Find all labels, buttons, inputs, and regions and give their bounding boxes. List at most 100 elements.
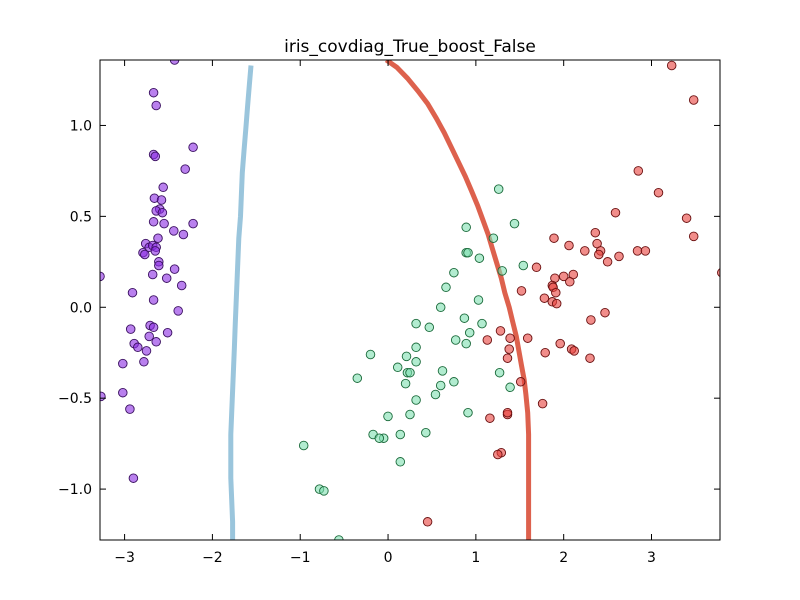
data-point-class-3: [681, 213, 692, 223]
data-point-class-3: [580, 246, 590, 256]
data-point-class-2: [401, 351, 412, 362]
data-point-class-3: [422, 517, 433, 527]
data-point-class-1: [169, 264, 180, 274]
data-point-class-3: [614, 251, 624, 262]
data-point-class-2: [365, 349, 376, 360]
data-point-class-2: [463, 247, 473, 258]
data-point-class-2: [441, 282, 451, 293]
data-point-class-1: [159, 218, 169, 229]
data-point-class-1: [125, 324, 136, 334]
data-point-class-2: [437, 366, 448, 376]
data-point-class-3: [555, 338, 565, 349]
data-point-class-3: [558, 271, 569, 282]
data-point-class-2: [383, 411, 393, 422]
data-point-class-3: [640, 246, 651, 256]
data-point-class-1: [153, 233, 163, 243]
data-point-class-1: [151, 100, 161, 111]
chart-title: iris_covdiag_True_boost_False: [284, 37, 536, 57]
data-point-class-3: [569, 346, 579, 356]
data-point-class-1: [100, 271, 105, 282]
data-point-class-1: [150, 246, 161, 256]
x-tick-label: −1: [290, 550, 311, 566]
x-tick-label: −2: [202, 550, 223, 566]
data-point-class-3: [688, 95, 699, 105]
data-point-class-3: [600, 307, 610, 318]
data-point-class-2: [374, 433, 385, 443]
data-point-class-3: [666, 60, 677, 71]
data-point-class-2: [411, 395, 421, 405]
data-point-class-2: [298, 440, 309, 451]
axis-ticks: −3 −2 −1 0 1 2 3 −1.0 −0.5 0.0 0.5 1.0: [58, 60, 720, 566]
data-point-class-2: [493, 184, 504, 194]
data-point-class-2: [319, 486, 329, 496]
data-point-class-3: [610, 207, 621, 218]
data-point-class-1: [148, 322, 159, 333]
data-point-class-1: [178, 229, 189, 240]
y-tick-label: 0.5: [70, 209, 92, 225]
data-point-class-3: [586, 315, 596, 325]
data-point-class-1: [161, 273, 172, 283]
data-point-class-3: [504, 344, 514, 354]
data-point-class-2: [405, 409, 415, 420]
data-point-class-1: [151, 337, 161, 347]
data-point-class-2: [461, 338, 471, 349]
y-tick-label: 0.0: [70, 300, 92, 316]
data-point-class-2: [400, 378, 411, 389]
data-point-class-3: [493, 449, 503, 460]
data-point-class-1: [147, 269, 158, 280]
data-point-class-1: [140, 249, 150, 260]
plot-area: [100, 60, 720, 540]
data-point-class-1: [154, 260, 164, 271]
data-point-class-2: [461, 222, 471, 233]
data-point-class-2: [477, 318, 487, 329]
data-point-class-1: [148, 295, 159, 305]
data-point-class-2: [449, 267, 459, 278]
data-point-class-2: [450, 335, 461, 345]
data-point-class-1: [156, 195, 167, 205]
data-point-class-3: [539, 293, 550, 303]
data-point-class-1: [173, 306, 183, 316]
data-point-class-3: [522, 333, 533, 343]
data-point-class-2: [395, 457, 406, 467]
data-point-class-1: [133, 342, 143, 353]
data-point-class-1: [127, 287, 138, 298]
data-point-class-3: [531, 262, 542, 273]
data-point-class-3: [564, 240, 574, 251]
data-point-class-3: [482, 335, 493, 345]
data-point-class-1: [148, 217, 159, 227]
data-point-class-2: [334, 535, 344, 540]
data-point-class-3: [565, 277, 575, 287]
data-point-class-2: [464, 327, 475, 338]
data-point-class-3: [549, 233, 559, 243]
data-point-class-1: [148, 87, 159, 98]
data-point-class-2: [411, 357, 421, 367]
data-point-class-1: [180, 164, 190, 174]
data-point-class-2: [352, 373, 363, 383]
data-point-class-2: [459, 313, 470, 323]
x-tick-label: 0: [384, 550, 393, 566]
y-tick-label: −0.5: [58, 391, 92, 407]
data-point-class-2: [435, 302, 446, 313]
data-point-class-2: [449, 377, 459, 387]
data-point-class-3: [540, 347, 550, 358]
data-point-class-3: [590, 227, 601, 238]
data-point-class-2: [405, 367, 415, 378]
data-point-class-2: [494, 367, 505, 378]
data-point-class-3: [602, 257, 613, 267]
data-point-class-3: [594, 249, 604, 260]
data-point-class-3: [585, 353, 595, 363]
data-point-class-2: [435, 380, 446, 391]
x-tick-label: 2: [559, 550, 568, 566]
data-point-class-2: [505, 382, 515, 393]
data-point-class-2: [411, 342, 421, 353]
data-point-class-3: [495, 326, 506, 336]
data-point-class-1: [162, 327, 173, 338]
plot-frame: [99, 59, 721, 541]
data-point-class-2: [474, 253, 485, 263]
data-point-class-1: [188, 218, 198, 229]
data-point-class-2: [424, 322, 435, 333]
data-point-class-1: [157, 207, 168, 218]
data-point-class-2: [473, 295, 484, 305]
data-point-class-3: [551, 298, 562, 309]
data-point-class-2: [392, 362, 403, 373]
